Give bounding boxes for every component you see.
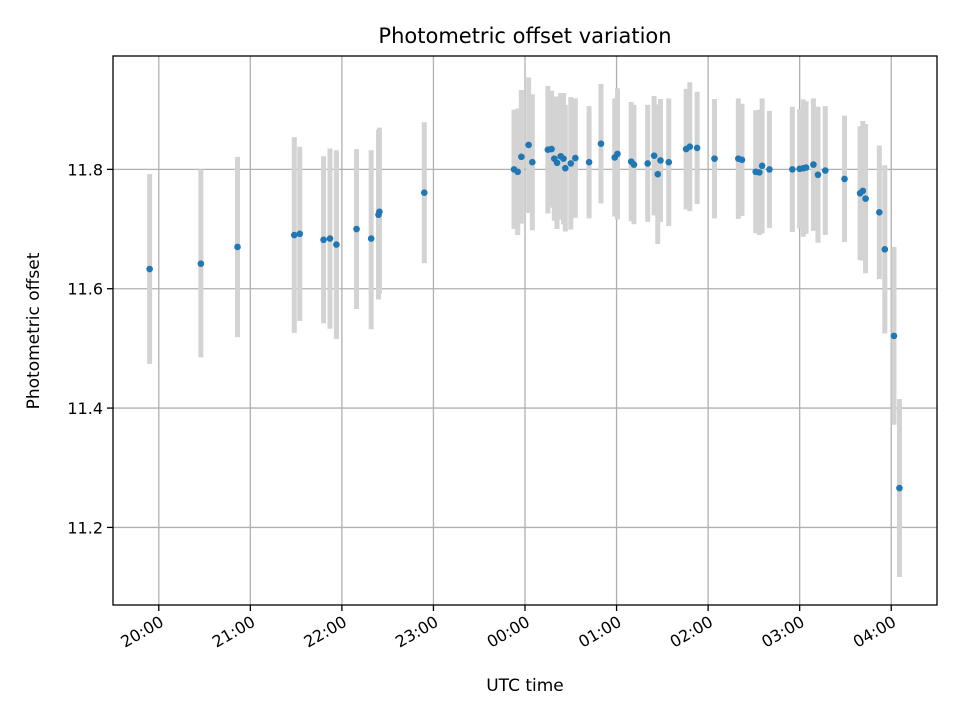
x-tick-label: 00:00 bbox=[484, 612, 533, 652]
data-point bbox=[326, 235, 334, 242]
x-tick-label: 20:00 bbox=[117, 612, 166, 652]
data-point bbox=[859, 187, 867, 195]
data-point bbox=[320, 236, 327, 244]
data-point bbox=[814, 171, 822, 179]
y-tick-label: 11.4 bbox=[67, 399, 103, 418]
data-point bbox=[876, 209, 883, 216]
data-point bbox=[802, 164, 810, 171]
data-point bbox=[290, 231, 298, 239]
x-tick-label: 02:00 bbox=[667, 612, 716, 652]
y-tick-label: 11.2 bbox=[67, 518, 103, 537]
data-point bbox=[711, 155, 718, 162]
data-point bbox=[614, 150, 621, 158]
data-point bbox=[890, 332, 898, 340]
data-point bbox=[560, 155, 567, 162]
data-point bbox=[686, 143, 694, 151]
data-point bbox=[756, 169, 763, 176]
y-tick-label: 11.8 bbox=[67, 160, 103, 179]
data-point bbox=[518, 153, 525, 161]
data-point bbox=[693, 144, 701, 152]
y-axis-ticks: 11.2 11.4 11.6 11.8 bbox=[67, 160, 113, 537]
data-point bbox=[367, 235, 375, 242]
data-point bbox=[650, 152, 658, 159]
data-point bbox=[665, 158, 673, 166]
data-point bbox=[738, 156, 746, 164]
chart-title: Photometric offset variation bbox=[378, 24, 671, 48]
data-point bbox=[420, 189, 428, 196]
data-point bbox=[657, 157, 664, 164]
data-point bbox=[376, 208, 383, 216]
data-point bbox=[654, 170, 662, 178]
data-point bbox=[841, 175, 848, 183]
data-point bbox=[525, 141, 532, 149]
data-point bbox=[758, 162, 766, 170]
data-points bbox=[146, 140, 903, 492]
data-point bbox=[822, 167, 829, 174]
data-point bbox=[514, 168, 521, 176]
x-tick-label: 22:00 bbox=[300, 612, 349, 652]
data-point bbox=[567, 160, 575, 167]
data-point bbox=[585, 158, 593, 166]
data-point bbox=[597, 140, 605, 148]
data-point bbox=[644, 160, 651, 167]
x-tick-label: 01:00 bbox=[575, 612, 624, 652]
data-point bbox=[197, 260, 205, 267]
data-point bbox=[548, 145, 555, 153]
data-point bbox=[766, 166, 773, 173]
y-axis-label: Photometric offset bbox=[24, 252, 44, 409]
x-tick-label: 03:00 bbox=[758, 612, 807, 652]
data-point bbox=[789, 166, 796, 173]
data-point bbox=[333, 241, 340, 248]
data-point bbox=[529, 158, 536, 166]
data-point bbox=[896, 484, 903, 492]
y-tick-label: 11.6 bbox=[67, 280, 103, 299]
data-point bbox=[296, 230, 304, 238]
data-point bbox=[881, 246, 889, 253]
data-point bbox=[234, 243, 241, 251]
data-point bbox=[553, 159, 561, 167]
x-tick-label: 21:00 bbox=[209, 612, 258, 652]
x-tick-label: 23:00 bbox=[392, 612, 441, 652]
data-point bbox=[810, 161, 817, 168]
x-tick-label: 04:00 bbox=[850, 612, 899, 652]
data-point bbox=[862, 195, 869, 202]
data-point bbox=[572, 154, 579, 162]
x-axis-label: UTC time bbox=[486, 676, 564, 696]
x-axis-ticks: 20:00 21:00 22:00 23:00 00:00 01:00 02:00 03:00… bbox=[117, 605, 899, 652]
data-point bbox=[146, 265, 153, 273]
data-point bbox=[353, 225, 360, 233]
data-point bbox=[561, 164, 569, 172]
data-point bbox=[630, 161, 638, 168]
